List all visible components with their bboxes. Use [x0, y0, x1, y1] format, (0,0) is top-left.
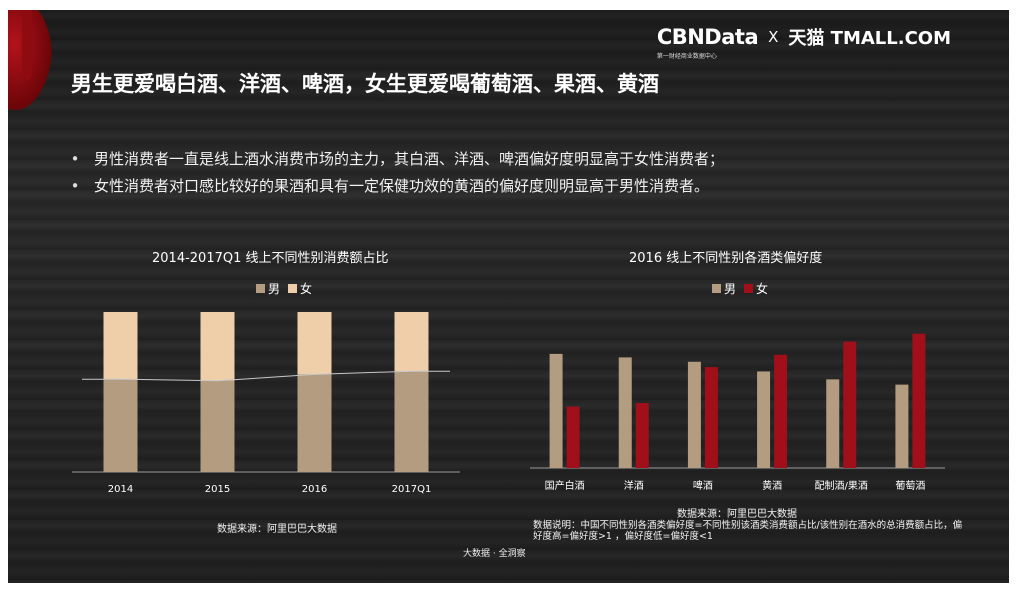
legend-label-male: 男	[724, 282, 737, 296]
bar-female	[566, 406, 580, 468]
right-grouped-bar-chart: 国产白酒 洋酒 啤酒 黄酒 配制酒/果酒 葡萄酒	[530, 333, 945, 492]
bar-female	[704, 367, 718, 468]
bar-female	[912, 333, 926, 468]
x-tick-label: 2016	[302, 484, 327, 495]
male-share-trend-line	[82, 370, 450, 382]
right-chart-source: 数据来源：阿里巴巴大数据	[677, 509, 797, 520]
bar-female	[774, 354, 788, 468]
legend-item-female: 女	[744, 280, 768, 297]
legend-swatch-male	[712, 284, 721, 293]
right-chart-title: 2016 线上不同性别各酒类偏好度	[629, 251, 823, 266]
x-tick-label: 黄酒	[762, 479, 782, 492]
collab-x: X	[768, 28, 779, 46]
bar-male	[297, 374, 332, 472]
bar-male	[200, 380, 235, 472]
bar-male	[895, 384, 909, 468]
legend-label-female: 女	[300, 282, 313, 296]
legend-item-male: 男	[712, 280, 736, 297]
legend-label-male: 男	[268, 282, 281, 296]
bar-male	[757, 371, 771, 468]
legend-swatch-male	[256, 284, 265, 293]
bar-female	[635, 403, 649, 468]
bullet-item: • 男性消费者一直是线上酒水消费市场的主力，其白酒、洋酒、啤酒偏好度明显高于女性…	[68, 146, 724, 173]
x-tick-label: 2017Q1	[392, 484, 432, 495]
bar-female	[843, 341, 857, 468]
slide-footer: 大数据 · 全洞察	[463, 549, 526, 559]
bullet-text: 男性消费者一直是线上酒水消费市场的主力，其白酒、洋酒、啤酒偏好度明显高于女性消费…	[94, 150, 725, 168]
bullet-dot-icon: •	[70, 150, 80, 168]
x-tick-label: 国产白酒	[545, 479, 585, 492]
slide-background	[8, 10, 1009, 583]
cbndata-tagline: 第一财经商业数据中心	[656, 53, 717, 60]
left-stacked-bar-chart: 2014 2015 2016 2017Q1	[72, 312, 460, 495]
slide-headline: 男生更爱喝白酒、洋酒、啤酒，女生更爱喝葡萄酒、果酒、黄酒	[71, 72, 659, 96]
bullet-dot-icon: •	[70, 177, 80, 195]
bar-male	[549, 353, 563, 468]
bar-male	[826, 379, 840, 468]
bar-male	[687, 361, 701, 468]
legend-item-female: 女	[288, 280, 312, 297]
legend-label-female: 女	[756, 282, 769, 296]
x-tick-label: 配制酒/果酒	[815, 479, 868, 492]
wine-drip-decoration	[22, 10, 32, 80]
tmall-logo: 天猫 TMALL.COM	[788, 28, 951, 49]
x-tick-label: 2015	[205, 484, 230, 495]
bullet-text: 女性消费者对口感比较好的果酒和具有一定保健功效的黄酒的偏好度则明显高于男性消费者…	[94, 177, 710, 195]
bar-male	[618, 357, 632, 468]
bullet-list: • 男性消费者一直是线上酒水消费市场的主力，其白酒、洋酒、啤酒偏好度明显高于女性…	[68, 146, 724, 200]
x-tick-label: 2014	[108, 484, 133, 495]
bar-female	[200, 312, 235, 381]
bar-male	[394, 371, 429, 472]
bullet-item: • 女性消费者对口感比较好的果酒和具有一定保健功效的黄酒的偏好度则明显高于男性消…	[68, 173, 724, 200]
data-explanation-note: 数据说明：中国不同性别各酒类偏好度=不同性别该酒类消费额占比/该性别在酒水的总消…	[533, 520, 963, 542]
right-chart-legend: 男 女	[712, 280, 768, 297]
bar-female	[394, 312, 429, 372]
legend-swatch-female	[288, 284, 298, 293]
bar-female	[103, 312, 138, 380]
left-chart-title: 2014-2017Q1 线上不同性别消费额占比	[152, 251, 389, 266]
bar-male	[103, 379, 138, 472]
legend-swatch-female	[744, 284, 754, 293]
left-chart-legend: 男 女	[256, 280, 312, 297]
left-chart-source: 数据来源：阿里巴巴大数据	[217, 524, 337, 535]
bar-female	[297, 312, 332, 375]
cbndata-logo: CBNData	[656, 25, 759, 49]
x-tick-label: 洋酒	[624, 479, 644, 492]
x-tick-label: 啤酒	[693, 480, 713, 492]
brand-logos: CBNData 第一财经商业数据中心 X 天猫 TMALL.COM	[656, 24, 951, 60]
legend-item-male: 男	[256, 280, 280, 297]
x-tick-label: 葡萄酒	[895, 479, 925, 492]
